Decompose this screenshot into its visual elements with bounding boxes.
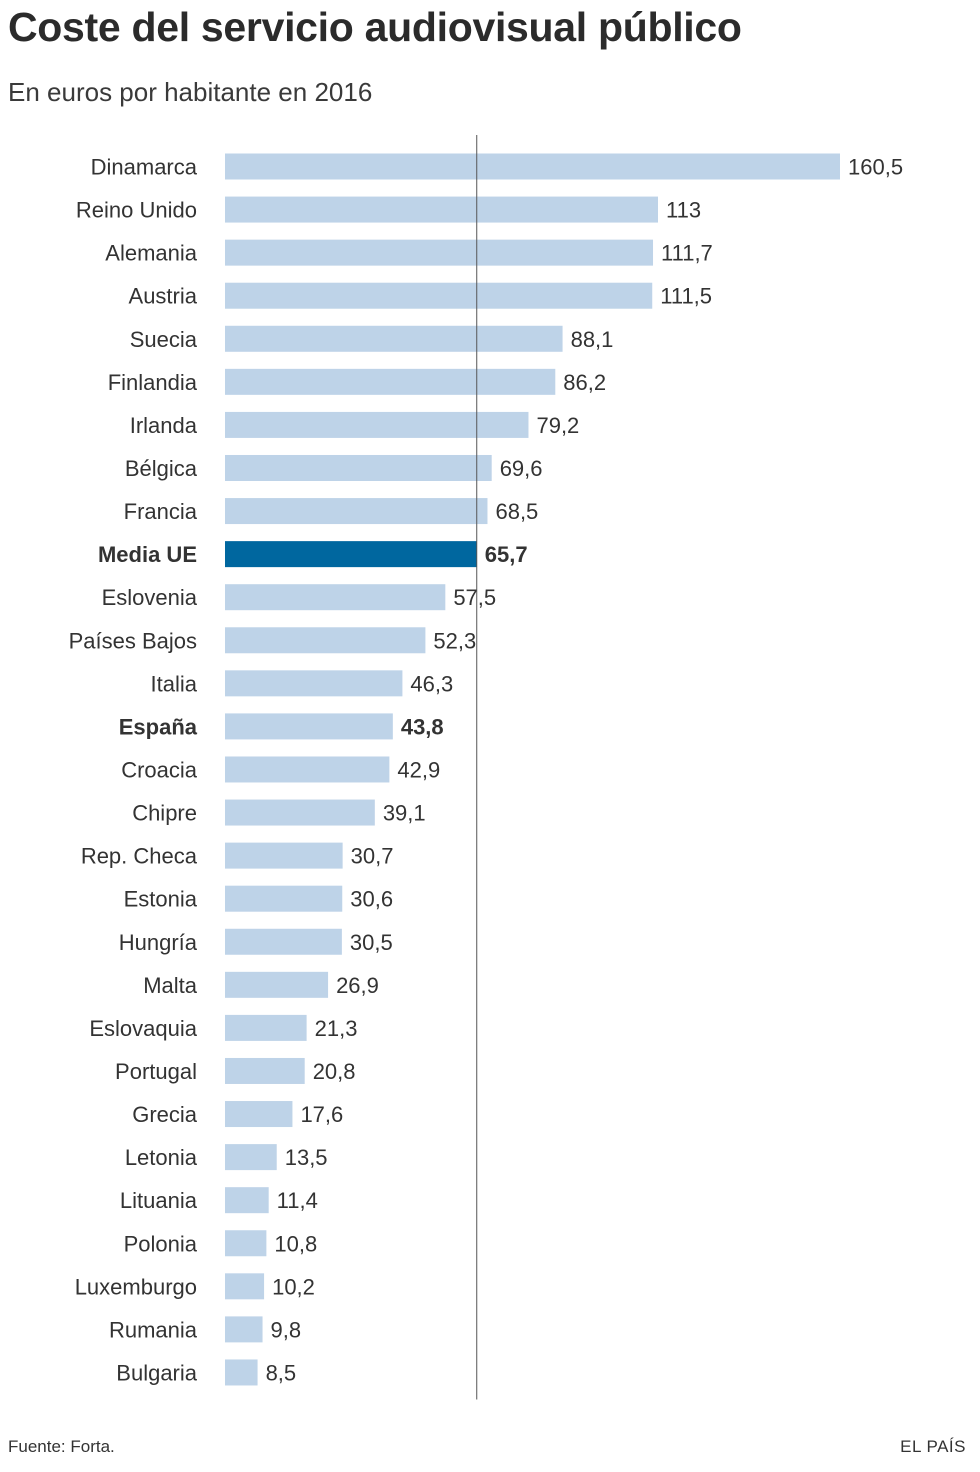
data-label: 79,2 [536, 413, 579, 438]
data-label: 46,3 [410, 671, 453, 696]
category-label: Eslovaquia [89, 1016, 197, 1041]
bar-11 [225, 627, 426, 654]
category-label: Reino Unido [76, 198, 197, 223]
data-label: 111,7 [661, 241, 713, 266]
category-label: Francia [124, 499, 198, 524]
category-label: Rumania [109, 1317, 198, 1342]
bar-27 [225, 1316, 263, 1343]
bar-13 [225, 713, 393, 740]
category-label: Austria [129, 284, 198, 309]
brand-logo: EL PAÍS [900, 1437, 966, 1456]
data-label: 10,8 [274, 1231, 317, 1256]
data-label: 30,7 [351, 844, 394, 869]
data-label: 65,7 [485, 542, 528, 567]
bar-18 [225, 928, 342, 955]
bar-3 [225, 282, 653, 309]
bar-28 [225, 1359, 258, 1386]
data-label: 69,6 [500, 456, 543, 481]
data-label: 9,8 [271, 1317, 302, 1342]
data-label: 43,8 [401, 714, 444, 739]
data-label: 68,5 [495, 499, 538, 524]
data-label: 39,1 [383, 801, 426, 826]
category-label: Países Bajos [69, 628, 197, 653]
bar-9 [225, 541, 477, 568]
bar-26 [225, 1273, 265, 1300]
category-label: Bélgica [125, 456, 198, 481]
data-label: 113 [666, 198, 701, 223]
bar-25 [225, 1230, 267, 1257]
category-label: Rep. Checa [81, 844, 198, 869]
category-label: Polonia [124, 1231, 198, 1256]
bar-7 [225, 454, 492, 481]
data-label: 13,5 [285, 1145, 328, 1170]
bar-2 [225, 239, 654, 266]
bar-24 [225, 1187, 269, 1214]
data-label: 30,6 [350, 887, 393, 912]
data-label: 42,9 [397, 757, 440, 782]
data-label: 17,6 [300, 1102, 343, 1127]
category-label: Luxemburgo [75, 1274, 197, 1299]
data-label: 57,5 [453, 585, 496, 610]
category-label: Eslovenia [102, 585, 198, 610]
category-label: Portugal [115, 1059, 197, 1084]
bar-23 [225, 1144, 277, 1171]
category-label: Letonia [125, 1145, 198, 1170]
category-label: Media UE [98, 542, 197, 567]
bar-15 [225, 799, 375, 826]
category-label: Alemania [105, 241, 197, 266]
bar-20 [225, 1014, 307, 1041]
source-note: Fuente: Forta. [8, 1437, 115, 1456]
data-label: 20,8 [313, 1059, 356, 1084]
bar-14 [225, 756, 390, 783]
bar-0 [225, 153, 840, 180]
category-label: Lituania [120, 1188, 198, 1213]
data-label: 26,9 [336, 973, 379, 998]
bar-12 [225, 670, 403, 697]
data-label: 160,5 [848, 155, 903, 180]
bar-10 [225, 584, 446, 611]
chart-subtitle: En euros por habitante en 2016 [8, 77, 373, 107]
bar-19 [225, 971, 329, 998]
bar-8 [225, 498, 488, 525]
category-label: Grecia [132, 1102, 198, 1127]
category-label: Malta [143, 973, 198, 998]
bar-22 [225, 1101, 293, 1128]
data-label: 30,5 [350, 930, 393, 955]
chart-title: Coste del servicio audiovisual público [8, 4, 742, 50]
data-label: 52,3 [433, 628, 476, 653]
data-label: 11,4 [277, 1188, 318, 1213]
category-label: Italia [151, 671, 198, 696]
category-label: España [119, 714, 198, 739]
data-label: 88,1 [571, 327, 614, 352]
bar-16 [225, 842, 343, 869]
data-label: 86,2 [563, 370, 606, 395]
bar-21 [225, 1057, 305, 1084]
data-label: 8,5 [266, 1360, 297, 1385]
data-label: 10,2 [272, 1274, 315, 1299]
category-label: Finlandia [108, 370, 198, 395]
category-label: Hungría [119, 930, 198, 955]
category-label: Irlanda [130, 413, 198, 438]
category-label: Estonia [124, 887, 198, 912]
data-label: 21,3 [315, 1016, 358, 1041]
bar-6 [225, 411, 529, 438]
bar-4 [225, 325, 563, 352]
category-label: Dinamarca [91, 155, 198, 180]
category-label: Croacia [121, 757, 198, 782]
category-label: Bulgaria [116, 1360, 197, 1385]
category-label: Suecia [130, 327, 198, 352]
category-label: Chipre [132, 801, 197, 826]
bar-chart: Dinamarca 160,5 Reino Unido 113 Alemania 111,… [69, 135, 903, 1400]
data-label: 111,5 [660, 284, 712, 309]
bar-1 [225, 196, 658, 223]
bar-5 [225, 368, 556, 395]
bar-17 [225, 885, 343, 912]
